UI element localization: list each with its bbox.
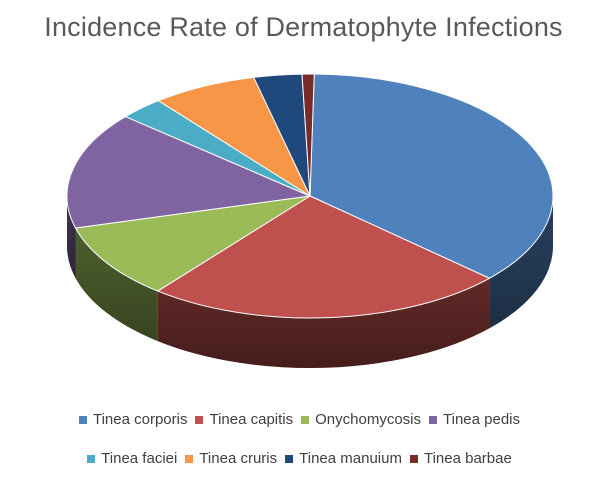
- pie-slices: [66, 73, 554, 368]
- legend-item-tinea-pedis: Tinea pedis: [429, 411, 520, 428]
- slice-tinea-cruris: [157, 76, 311, 197]
- legend-item-tinea-capitis: Tinea capitis: [195, 411, 293, 428]
- pie-top-faces: [66, 73, 554, 319]
- slice-tinea-barbae: [301, 73, 315, 197]
- legend-row-1: Tinea corporis Tinea capitis Onychomycosis…: [0, 411, 607, 428]
- legend-swatch: [409, 454, 418, 463]
- slice-side-shade-tinea-corporis: [489, 196, 553, 329]
- slice-side-shade-tinea-pedis: [67, 196, 76, 278]
- legend-label: Tinea corporis: [92, 411, 188, 428]
- slice-tinea-corporis: [309, 73, 554, 279]
- legend-label: Tinea pedis: [443, 411, 520, 428]
- pie-side-walls: [67, 196, 553, 368]
- legend-swatch: [195, 415, 204, 424]
- legend-item-onychomycosis: Onychomycosis: [301, 411, 421, 428]
- legend-label: Tinea barbae: [423, 450, 512, 467]
- slice-onychomycosis: [75, 195, 311, 292]
- legend-item-tinea-manuium: Tinea manuium: [285, 450, 402, 467]
- legend-swatch: [429, 415, 437, 424]
- legend-item-tinea-faciei: Tinea faciei: [87, 450, 177, 467]
- slice-tinea-pedis: [66, 116, 311, 229]
- legend-label: Onychomycosis: [315, 411, 421, 428]
- chart-title: Incidence Rate of Dermatophyte Infection…: [44, 12, 563, 42]
- legend-item-tinea-barbae: Tinea barbae: [409, 450, 512, 467]
- legend-swatch: [185, 454, 194, 463]
- legend-item-tinea-cruris: Tinea cruris: [185, 450, 277, 467]
- slice-side-shade-onychomycosis: [75, 227, 158, 342]
- legend-swatch: [301, 415, 310, 424]
- pie-chart: [66, 73, 554, 368]
- legend-item-tinea-corporis: Tinea corporis: [78, 411, 188, 428]
- legend-label: Tinea capitis: [209, 411, 294, 428]
- legend-swatch: [87, 454, 96, 463]
- legend-label: Tinea manuium: [299, 450, 402, 467]
- legend-label: Tinea cruris: [199, 450, 278, 467]
- legend-swatch: [285, 454, 294, 463]
- legend-swatch: [78, 415, 87, 424]
- slice-tinea-capitis: [157, 195, 490, 319]
- legend-row-2: Tinea faciei Tinea cruris Tinea manuium Tin…: [0, 450, 607, 467]
- slice-side-shade-tinea-capitis: [157, 278, 490, 368]
- legend-label: Tinea faciei: [101, 450, 178, 467]
